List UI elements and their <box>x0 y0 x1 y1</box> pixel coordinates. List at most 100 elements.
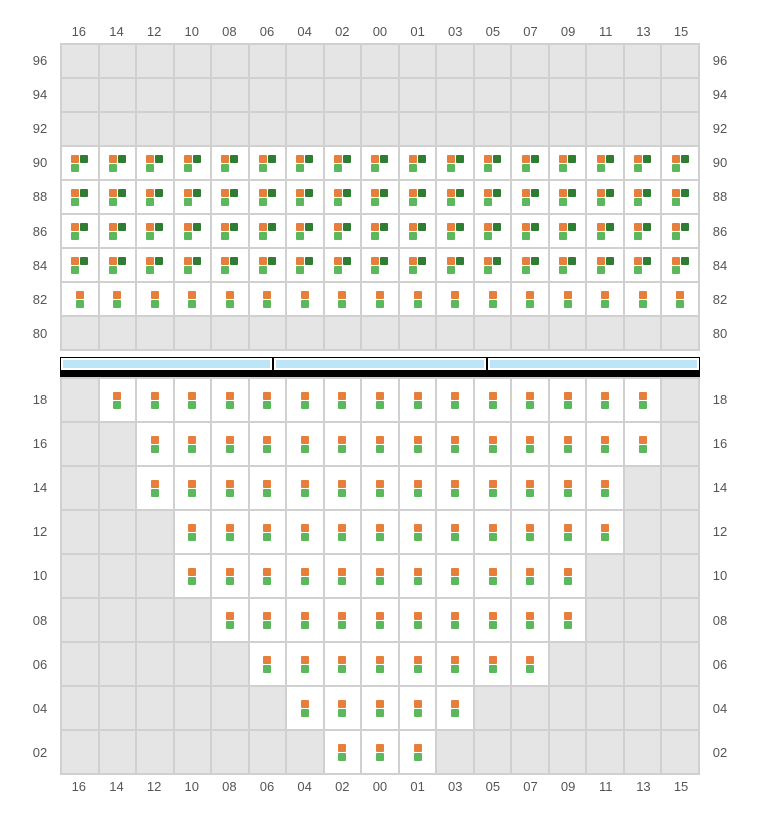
seat-cell[interactable] <box>511 554 549 598</box>
seat-cell[interactable] <box>436 180 474 214</box>
seat-cell[interactable] <box>549 214 587 248</box>
seat-cell[interactable] <box>174 214 212 248</box>
seat-cell[interactable] <box>211 422 249 466</box>
seat-cell[interactable] <box>211 146 249 180</box>
seat-cell[interactable] <box>399 146 437 180</box>
seat-cell[interactable] <box>624 422 662 466</box>
seat-cell[interactable] <box>624 282 662 316</box>
seat-cell[interactable] <box>586 378 624 422</box>
seat-cell[interactable] <box>136 214 174 248</box>
seat-cell[interactable] <box>436 248 474 282</box>
seat-cell[interactable] <box>211 214 249 248</box>
seat-cell[interactable] <box>361 466 399 510</box>
seat-cell[interactable] <box>249 248 287 282</box>
seat-cell[interactable] <box>661 146 699 180</box>
seat-cell[interactable] <box>474 598 512 642</box>
seat-cell[interactable] <box>324 180 362 214</box>
seat-cell[interactable] <box>136 180 174 214</box>
seat-cell[interactable] <box>436 642 474 686</box>
seat-cell[interactable] <box>586 180 624 214</box>
seat-cell[interactable] <box>511 510 549 554</box>
seat-cell[interactable] <box>286 510 324 554</box>
seat-cell[interactable] <box>474 282 512 316</box>
seat-cell[interactable] <box>324 510 362 554</box>
seat-cell[interactable] <box>474 510 512 554</box>
seat-cell[interactable] <box>586 510 624 554</box>
seat-cell[interactable] <box>361 686 399 730</box>
seat-cell[interactable] <box>474 248 512 282</box>
seat-cell[interactable] <box>661 180 699 214</box>
seat-cell[interactable] <box>136 146 174 180</box>
seat-cell[interactable] <box>211 378 249 422</box>
seat-cell[interactable] <box>661 214 699 248</box>
seat-cell[interactable] <box>324 422 362 466</box>
seat-cell[interactable] <box>474 642 512 686</box>
seat-cell[interactable] <box>249 554 287 598</box>
seat-cell[interactable] <box>549 422 587 466</box>
seat-cell[interactable] <box>436 466 474 510</box>
seat-cell[interactable] <box>61 146 99 180</box>
seat-cell[interactable] <box>211 282 249 316</box>
seat-cell[interactable] <box>624 214 662 248</box>
seat-cell[interactable] <box>511 642 549 686</box>
seat-cell[interactable] <box>174 554 212 598</box>
seat-cell[interactable] <box>399 466 437 510</box>
seat-cell[interactable] <box>286 642 324 686</box>
seat-cell[interactable] <box>211 180 249 214</box>
seat-cell[interactable] <box>586 214 624 248</box>
seat-cell[interactable] <box>436 378 474 422</box>
seat-cell[interactable] <box>174 422 212 466</box>
seat-cell[interactable] <box>549 180 587 214</box>
seat-cell[interactable] <box>436 422 474 466</box>
seat-cell[interactable] <box>211 510 249 554</box>
seat-cell[interactable] <box>249 510 287 554</box>
seat-cell[interactable] <box>586 248 624 282</box>
seat-cell[interactable] <box>136 378 174 422</box>
seat-cell[interactable] <box>549 378 587 422</box>
seat-cell[interactable] <box>624 378 662 422</box>
seat-cell[interactable] <box>661 282 699 316</box>
seat-cell[interactable] <box>549 248 587 282</box>
seat-cell[interactable] <box>324 642 362 686</box>
seat-cell[interactable] <box>136 282 174 316</box>
seat-cell[interactable] <box>586 282 624 316</box>
seat-cell[interactable] <box>324 598 362 642</box>
seat-cell[interactable] <box>61 282 99 316</box>
seat-cell[interactable] <box>249 422 287 466</box>
seat-cell[interactable] <box>286 554 324 598</box>
seat-cell[interactable] <box>474 180 512 214</box>
seat-cell[interactable] <box>474 554 512 598</box>
seat-cell[interactable] <box>286 378 324 422</box>
seat-cell[interactable] <box>624 180 662 214</box>
seat-cell[interactable] <box>511 248 549 282</box>
seat-cell[interactable] <box>624 248 662 282</box>
seat-cell[interactable] <box>436 282 474 316</box>
seat-cell[interactable] <box>399 422 437 466</box>
seat-cell[interactable] <box>436 214 474 248</box>
seat-cell[interactable] <box>61 248 99 282</box>
seat-cell[interactable] <box>511 282 549 316</box>
seat-cell[interactable] <box>249 378 287 422</box>
seat-cell[interactable] <box>324 146 362 180</box>
seat-cell[interactable] <box>99 282 137 316</box>
seat-cell[interactable] <box>174 510 212 554</box>
seat-cell[interactable] <box>136 466 174 510</box>
seat-cell[interactable] <box>136 422 174 466</box>
seat-cell[interactable] <box>324 214 362 248</box>
seat-cell[interactable] <box>211 554 249 598</box>
seat-cell[interactable] <box>474 378 512 422</box>
seat-cell[interactable] <box>324 466 362 510</box>
seat-cell[interactable] <box>549 146 587 180</box>
seat-cell[interactable] <box>361 378 399 422</box>
seat-cell[interactable] <box>661 248 699 282</box>
seat-cell[interactable] <box>361 642 399 686</box>
seat-cell[interactable] <box>286 422 324 466</box>
seat-cell[interactable] <box>399 642 437 686</box>
seat-cell[interactable] <box>436 554 474 598</box>
seat-cell[interactable] <box>436 510 474 554</box>
seat-cell[interactable] <box>511 422 549 466</box>
seat-cell[interactable] <box>436 598 474 642</box>
seat-cell[interactable] <box>61 180 99 214</box>
seat-cell[interactable] <box>286 598 324 642</box>
seat-cell[interactable] <box>361 214 399 248</box>
